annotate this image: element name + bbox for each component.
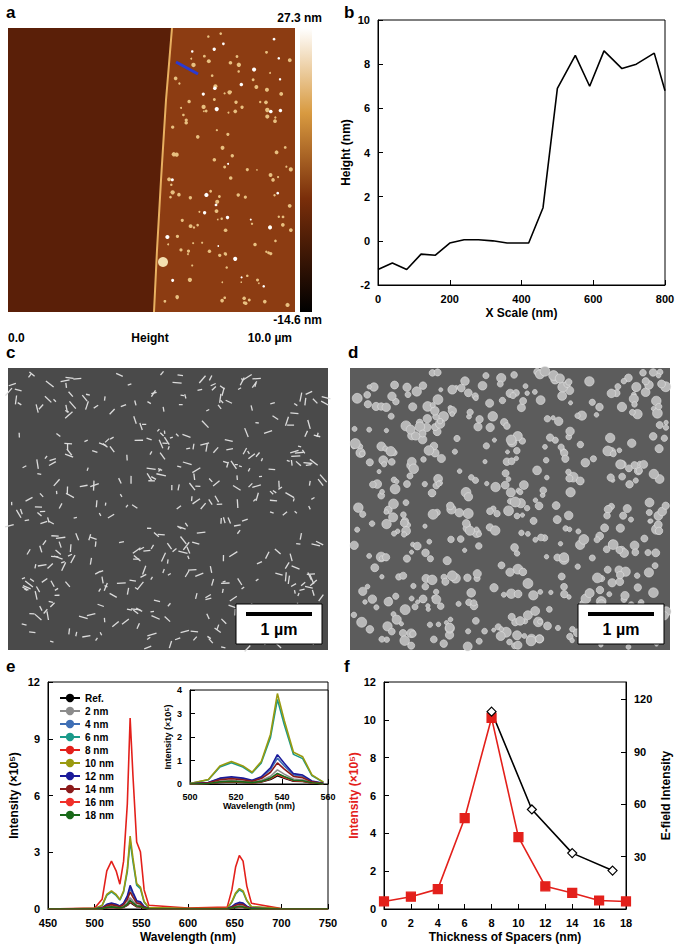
svg-text:d: d	[348, 343, 358, 362]
svg-text:90: 90	[634, 746, 646, 758]
svg-text:2 nm: 2 nm	[85, 706, 108, 717]
svg-text:12: 12	[539, 917, 551, 929]
svg-text:Intensity (×10⁵): Intensity (×10⁵)	[7, 752, 21, 839]
svg-text:500: 500	[182, 792, 197, 802]
svg-text:120: 120	[634, 693, 652, 705]
svg-text:0: 0	[381, 917, 387, 929]
svg-text:12: 12	[28, 676, 40, 688]
svg-text:6: 6	[370, 790, 376, 802]
svg-text:6: 6	[364, 102, 370, 114]
svg-text:Height (nm): Height (nm)	[339, 119, 353, 186]
svg-text:E-field Intensity: E-field Intensity	[659, 751, 673, 841]
svg-text:e: e	[6, 657, 15, 676]
svg-text:10: 10	[358, 14, 370, 26]
svg-text:0: 0	[375, 293, 381, 305]
svg-text:200: 200	[441, 293, 459, 305]
svg-text:X Scale (nm): X Scale (nm)	[485, 306, 557, 320]
svg-text:4: 4	[364, 147, 371, 159]
svg-text:2: 2	[364, 191, 370, 203]
svg-text:30: 30	[634, 851, 646, 863]
svg-text:6: 6	[462, 917, 468, 929]
svg-text:400: 400	[512, 293, 530, 305]
svg-text:4 nm: 4 nm	[85, 719, 108, 730]
svg-text:12: 12	[364, 676, 376, 688]
svg-text:550: 550	[132, 917, 150, 929]
svg-text:Thickness of Spacers (nm): Thickness of Spacers (nm)	[429, 930, 582, 944]
svg-text:16 nm: 16 nm	[85, 797, 114, 808]
svg-text:750: 750	[319, 917, 337, 929]
svg-text:540: 540	[274, 792, 289, 802]
svg-text:14: 14	[566, 917, 579, 929]
svg-text:Height: Height	[131, 331, 168, 345]
svg-text:600: 600	[179, 917, 197, 929]
svg-text:800: 800	[656, 293, 674, 305]
svg-text:10: 10	[512, 917, 524, 929]
svg-text:700: 700	[272, 917, 290, 929]
svg-text:0: 0	[177, 779, 182, 789]
svg-text:9: 9	[34, 733, 40, 745]
svg-text:c: c	[6, 343, 15, 362]
svg-text:1: 1	[177, 756, 182, 766]
svg-text:1 µm: 1 µm	[261, 621, 298, 638]
svg-text:8: 8	[370, 752, 376, 764]
svg-text:2: 2	[177, 732, 182, 742]
svg-text:b: b	[344, 3, 354, 22]
svg-text:-2: -2	[360, 279, 370, 291]
svg-text:450: 450	[39, 917, 57, 929]
svg-text:18: 18	[620, 917, 632, 929]
svg-text:600: 600	[584, 293, 602, 305]
svg-text:4: 4	[435, 917, 442, 929]
svg-text:a: a	[6, 3, 16, 22]
svg-text:f: f	[344, 657, 350, 676]
svg-text:18 nm: 18 nm	[85, 810, 114, 821]
svg-text:8: 8	[364, 58, 370, 70]
svg-text:Wavelength (nm): Wavelength (nm)	[223, 801, 295, 811]
svg-text:2: 2	[408, 917, 414, 929]
svg-text:10: 10	[364, 714, 376, 726]
svg-text:3: 3	[177, 709, 182, 719]
svg-text:6 nm: 6 nm	[85, 732, 108, 743]
svg-text:560: 560	[320, 792, 335, 802]
svg-text:-14.6 nm: -14.6 nm	[273, 313, 322, 327]
svg-text:500: 500	[85, 917, 103, 929]
svg-text:4: 4	[370, 827, 377, 839]
svg-text:6: 6	[34, 790, 40, 802]
svg-text:0: 0	[34, 903, 40, 915]
svg-text:8: 8	[488, 917, 494, 929]
svg-text:4: 4	[177, 685, 182, 695]
svg-text:16: 16	[593, 917, 605, 929]
svg-text:60: 60	[634, 798, 646, 810]
svg-text:10 nm: 10 nm	[85, 758, 114, 769]
svg-text:Ref.: Ref.	[85, 693, 104, 704]
svg-text:3: 3	[34, 846, 40, 858]
svg-text:8 nm: 8 nm	[85, 745, 108, 756]
svg-text:27.3 nm: 27.3 nm	[277, 11, 322, 25]
svg-text:1 µm: 1 µm	[603, 621, 640, 638]
svg-text:0: 0	[364, 235, 370, 247]
svg-text:10.0 µm: 10.0 µm	[248, 331, 292, 345]
svg-text:Intensity (×10⁵): Intensity (×10⁵)	[347, 752, 361, 839]
svg-text:Wavelength (nm): Wavelength (nm)	[140, 930, 236, 944]
svg-text:520: 520	[228, 792, 243, 802]
svg-text:Intensity (×10⁵): Intensity (×10⁵)	[163, 705, 173, 770]
svg-text:12 nm: 12 nm	[85, 771, 114, 782]
svg-text:0: 0	[370, 903, 376, 915]
svg-text:2: 2	[370, 865, 376, 877]
svg-text:0.0: 0.0	[8, 331, 25, 345]
svg-text:650: 650	[225, 917, 243, 929]
svg-text:14 nm: 14 nm	[85, 784, 114, 795]
